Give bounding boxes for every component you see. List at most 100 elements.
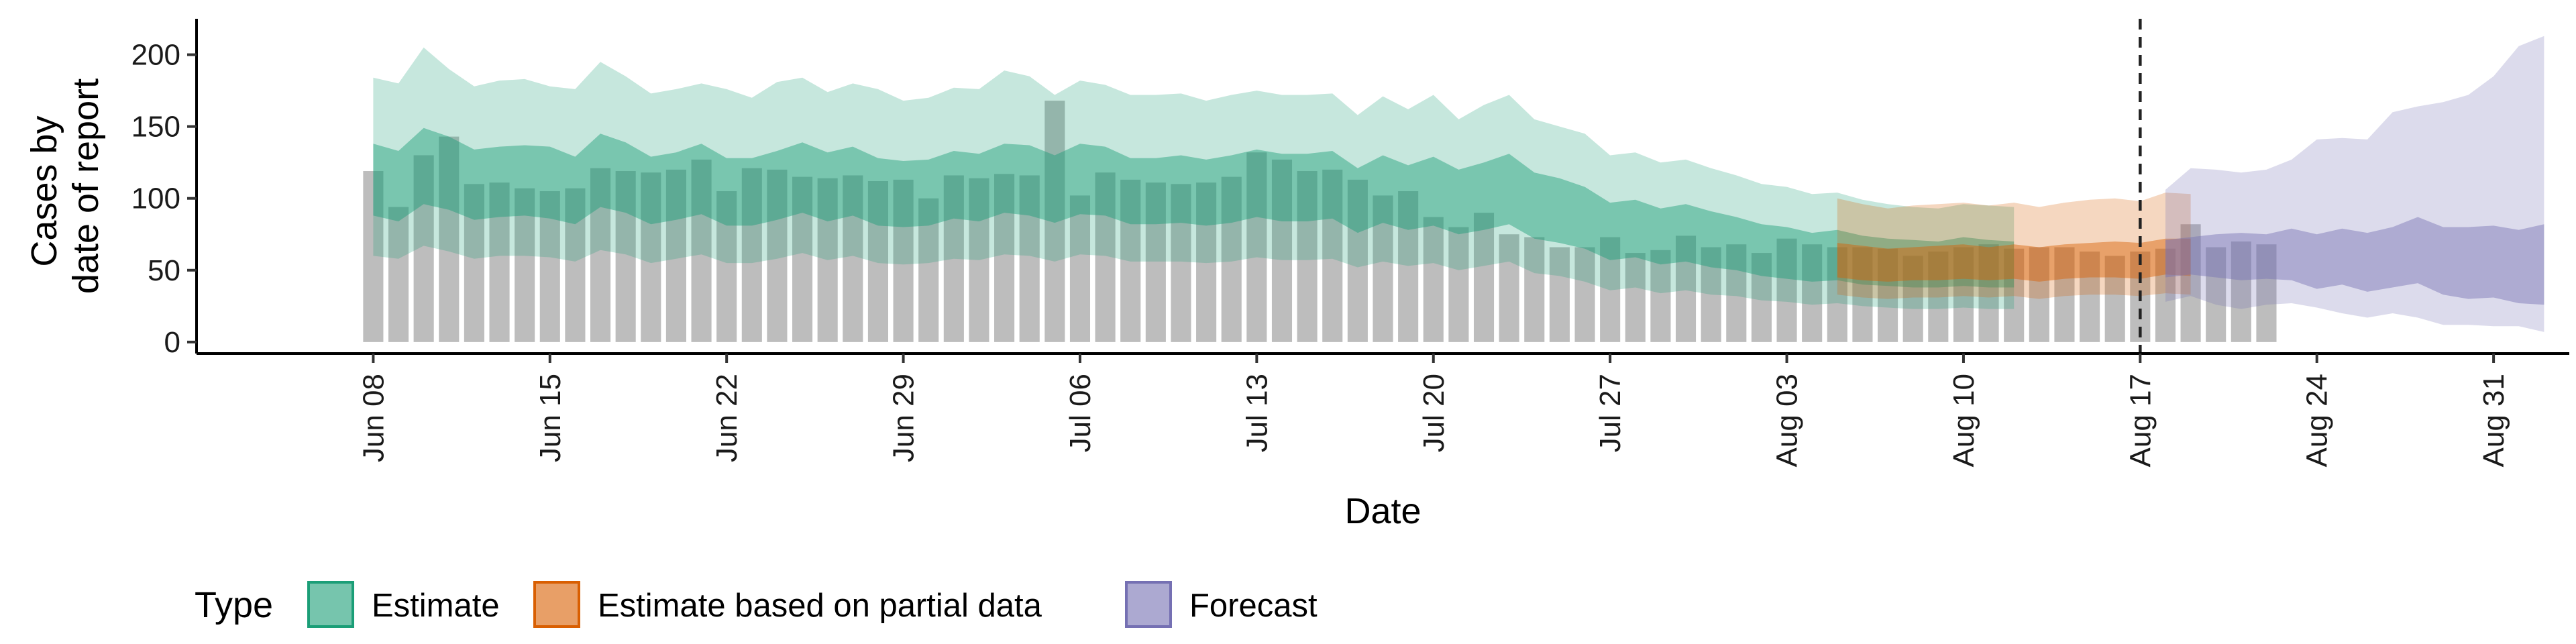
bar-48 bbox=[1574, 247, 1595, 342]
bar-41 bbox=[1398, 191, 1419, 342]
bar-38 bbox=[1322, 169, 1343, 342]
axes-layer: 0 50 100 150 200 Jun 08 Jun 15 Jun 22 Jun 29 Jul … bbox=[131, 19, 2569, 467]
bar-16 bbox=[767, 169, 788, 342]
bar-49 bbox=[1600, 237, 1621, 342]
bar-11 bbox=[641, 172, 661, 342]
x-tick-label-6: Jul 20 bbox=[1417, 374, 1450, 452]
bar-58 bbox=[1827, 247, 1847, 342]
x-tick-label-3: Jun 29 bbox=[888, 374, 920, 462]
bar-4 bbox=[464, 184, 484, 342]
bars-layer bbox=[363, 101, 2277, 342]
y-tick-label-0: 0 bbox=[164, 326, 180, 359]
bar-43 bbox=[1448, 227, 1469, 342]
x-tick-label-2: Jun 22 bbox=[710, 374, 743, 462]
bar-15 bbox=[741, 168, 762, 342]
ribbon-outer-estimate bbox=[373, 47, 2015, 309]
ribbons-layer bbox=[373, 36, 2544, 332]
y-axis-title-line-1: Cases by bbox=[24, 115, 64, 266]
bar-65 bbox=[2004, 248, 2025, 342]
bar-47 bbox=[1549, 247, 1570, 342]
bar-69 bbox=[2104, 256, 2125, 342]
bar-18 bbox=[817, 178, 838, 342]
bar-60 bbox=[1878, 248, 1898, 342]
bar-50 bbox=[1625, 253, 1646, 342]
bar-72 bbox=[2180, 224, 2201, 342]
y-tick-label-50: 50 bbox=[148, 254, 180, 287]
x-tick-label-11: Aug 24 bbox=[2301, 374, 2334, 467]
bar-44 bbox=[1473, 213, 1495, 342]
bar-10 bbox=[615, 171, 636, 342]
bar-55 bbox=[1751, 253, 1772, 342]
bar-68 bbox=[2080, 251, 2100, 342]
x-tick-label-12: Aug 31 bbox=[2477, 374, 2510, 467]
bar-36 bbox=[1271, 159, 1293, 342]
bar-40 bbox=[1373, 195, 1393, 342]
bar-0 bbox=[363, 171, 384, 342]
bar-1 bbox=[388, 207, 409, 342]
bar-73 bbox=[2206, 247, 2226, 342]
legend-label-2: Forecast bbox=[1189, 588, 1318, 624]
bar-75 bbox=[2256, 244, 2277, 342]
legend-label-1: Estimate based on partial data bbox=[598, 588, 1042, 624]
ribbon-outer-estimate-based-on-partial-data bbox=[1837, 193, 2191, 299]
bar-7 bbox=[539, 191, 560, 342]
bar-29 bbox=[1095, 172, 1116, 342]
ribbon-inner-estimate-based-on-partial-data bbox=[1837, 238, 2191, 282]
bar-33 bbox=[1196, 182, 1217, 342]
bar-22 bbox=[918, 198, 939, 342]
bar-54 bbox=[1726, 244, 1747, 342]
bar-17 bbox=[792, 176, 813, 342]
bar-19 bbox=[843, 175, 863, 342]
ribbon-inner-forecast bbox=[2165, 217, 2544, 305]
bar-8 bbox=[565, 188, 586, 342]
y-axis-title-line-2: date of report bbox=[66, 78, 106, 294]
bar-32 bbox=[1171, 184, 1191, 342]
legend-swatch-1 bbox=[533, 581, 580, 628]
legend: Type Estimate Estimate based on partial d… bbox=[195, 581, 1318, 628]
x-tick-label-9: Aug 10 bbox=[1947, 374, 1980, 467]
bar-20 bbox=[867, 181, 888, 342]
bar-31 bbox=[1145, 182, 1166, 342]
y-tick-label-150: 150 bbox=[131, 111, 180, 144]
legend-swatch-2 bbox=[1125, 581, 1172, 628]
bar-9 bbox=[590, 168, 611, 342]
bar-57 bbox=[1802, 244, 1823, 342]
x-tick-label-7: Jul 27 bbox=[1594, 374, 1627, 452]
bar-23 bbox=[943, 175, 964, 342]
bar-52 bbox=[1675, 235, 1697, 342]
legend-swatch-0 bbox=[307, 581, 354, 628]
bar-62 bbox=[1928, 251, 1949, 342]
bar-59 bbox=[1852, 247, 1873, 342]
ribbon-outer-forecast bbox=[2165, 36, 2544, 332]
bar-45 bbox=[1499, 234, 1519, 342]
x-tick-label-4: Jul 06 bbox=[1064, 374, 1097, 452]
y-tick-label-200: 200 bbox=[131, 39, 180, 72]
bar-14 bbox=[716, 191, 737, 342]
bar-63 bbox=[1953, 247, 1974, 342]
y-tick-label-100: 100 bbox=[131, 182, 180, 215]
x-tick-label-8: Aug 03 bbox=[1771, 374, 1804, 467]
x-tick-label-10: Aug 17 bbox=[2124, 374, 2157, 467]
bar-74 bbox=[2231, 241, 2251, 342]
bar-64 bbox=[1978, 244, 1999, 342]
bar-67 bbox=[2054, 247, 2075, 342]
bar-71 bbox=[2155, 248, 2176, 342]
bar-46 bbox=[1524, 237, 1545, 342]
x-tick-label-1: Jun 15 bbox=[534, 374, 567, 462]
bar-27 bbox=[1044, 101, 1065, 342]
bar-66 bbox=[2029, 247, 2049, 342]
bar-13 bbox=[691, 159, 712, 342]
legend-title: Type bbox=[195, 585, 273, 625]
bar-30 bbox=[1120, 179, 1141, 342]
bar-12 bbox=[665, 169, 686, 342]
bar-2 bbox=[413, 155, 434, 342]
bar-3 bbox=[439, 136, 460, 342]
bar-51 bbox=[1650, 250, 1671, 342]
bar-24 bbox=[969, 178, 989, 342]
bar-39 bbox=[1347, 179, 1368, 342]
bar-35 bbox=[1246, 152, 1267, 342]
ribbon-inner-estimate bbox=[373, 127, 2015, 288]
bar-34 bbox=[1221, 176, 1242, 342]
x-tick-label-0: Jun 08 bbox=[357, 374, 390, 462]
